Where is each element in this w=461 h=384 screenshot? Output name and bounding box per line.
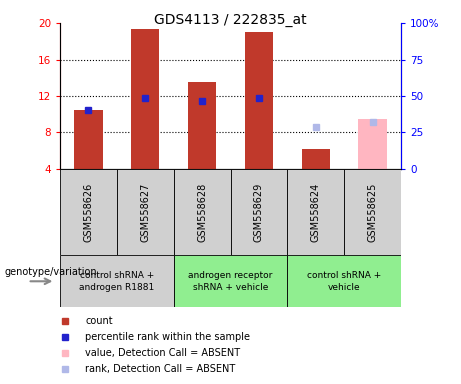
Bar bbox=[131, 30, 160, 169]
Bar bbox=[301, 149, 330, 169]
Text: GDS4113 / 222835_at: GDS4113 / 222835_at bbox=[154, 13, 307, 27]
Text: GSM558626: GSM558626 bbox=[83, 182, 94, 242]
Bar bbox=[188, 82, 216, 169]
Text: control shRNA +
androgen R1881: control shRNA + androgen R1881 bbox=[79, 271, 154, 292]
Text: rank, Detection Call = ABSENT: rank, Detection Call = ABSENT bbox=[85, 364, 236, 374]
Bar bbox=[174, 255, 287, 307]
Bar bbox=[117, 169, 174, 255]
Bar bbox=[358, 119, 387, 169]
Text: control shRNA +
vehicle: control shRNA + vehicle bbox=[307, 271, 381, 292]
Bar bbox=[60, 255, 174, 307]
Text: count: count bbox=[85, 316, 113, 326]
Bar bbox=[287, 169, 344, 255]
Bar bbox=[174, 169, 230, 255]
Text: GSM558624: GSM558624 bbox=[311, 182, 321, 242]
Text: percentile rank within the sample: percentile rank within the sample bbox=[85, 332, 250, 342]
Bar bbox=[60, 169, 117, 255]
Text: GSM558628: GSM558628 bbox=[197, 182, 207, 242]
Text: GSM558627: GSM558627 bbox=[140, 182, 150, 242]
Bar bbox=[230, 169, 287, 255]
Bar bbox=[287, 255, 401, 307]
Bar bbox=[245, 32, 273, 169]
Text: GSM558629: GSM558629 bbox=[254, 182, 264, 242]
Text: androgen receptor
shRNA + vehicle: androgen receptor shRNA + vehicle bbox=[188, 271, 273, 292]
Bar bbox=[74, 110, 102, 169]
Bar bbox=[344, 169, 401, 255]
Text: value, Detection Call = ABSENT: value, Detection Call = ABSENT bbox=[85, 348, 240, 358]
Text: GSM558625: GSM558625 bbox=[367, 182, 378, 242]
Text: genotype/variation: genotype/variation bbox=[5, 267, 97, 277]
